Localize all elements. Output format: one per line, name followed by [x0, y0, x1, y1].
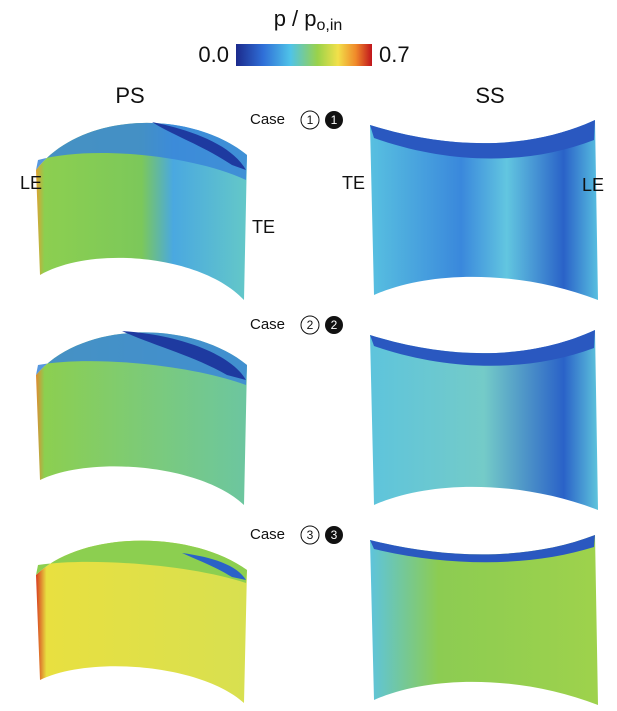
- column-header: SS: [475, 83, 504, 108]
- label-sub: o,in: [317, 17, 343, 34]
- open-num: 1: [307, 113, 314, 127]
- figure: p / po,in 0.0 0.7 PS SS Case 1 1 Case 2 …: [0, 0, 617, 711]
- filled-num: 2: [331, 318, 338, 332]
- case-text: Case: [250, 111, 285, 128]
- filled-num: 1: [331, 113, 338, 127]
- colorbar-label: p / po,in: [274, 6, 343, 34]
- label-main: p / p: [274, 6, 317, 31]
- colorbar-max: 0.7: [379, 42, 410, 67]
- ps-blade: [36, 331, 247, 505]
- colorbar-min: 0.0: [198, 42, 229, 67]
- case-label: Case 2 2: [250, 316, 343, 334]
- ps-blade: [36, 122, 247, 300]
- colorbar: p / po,in 0.0 0.7: [198, 6, 409, 67]
- ss-blade: [370, 120, 598, 300]
- colorbar-bar: [236, 44, 372, 66]
- ps-blade: [36, 541, 247, 703]
- ss-blade: [370, 330, 598, 510]
- edge-label: TE: [342, 173, 365, 193]
- column-header: PS: [115, 83, 144, 108]
- case-text: Case: [250, 316, 285, 333]
- edge-label: LE: [20, 173, 42, 193]
- edge-label: TE: [252, 217, 275, 237]
- filled-num: 3: [331, 528, 338, 542]
- ss-blade: [370, 535, 598, 705]
- case-text: Case: [250, 526, 285, 543]
- open-num: 3: [307, 528, 314, 542]
- edge-label: LE: [582, 175, 604, 195]
- case-label: Case 1 1: [250, 111, 343, 129]
- open-num: 2: [307, 318, 314, 332]
- case-label: Case 3 3: [250, 526, 343, 544]
